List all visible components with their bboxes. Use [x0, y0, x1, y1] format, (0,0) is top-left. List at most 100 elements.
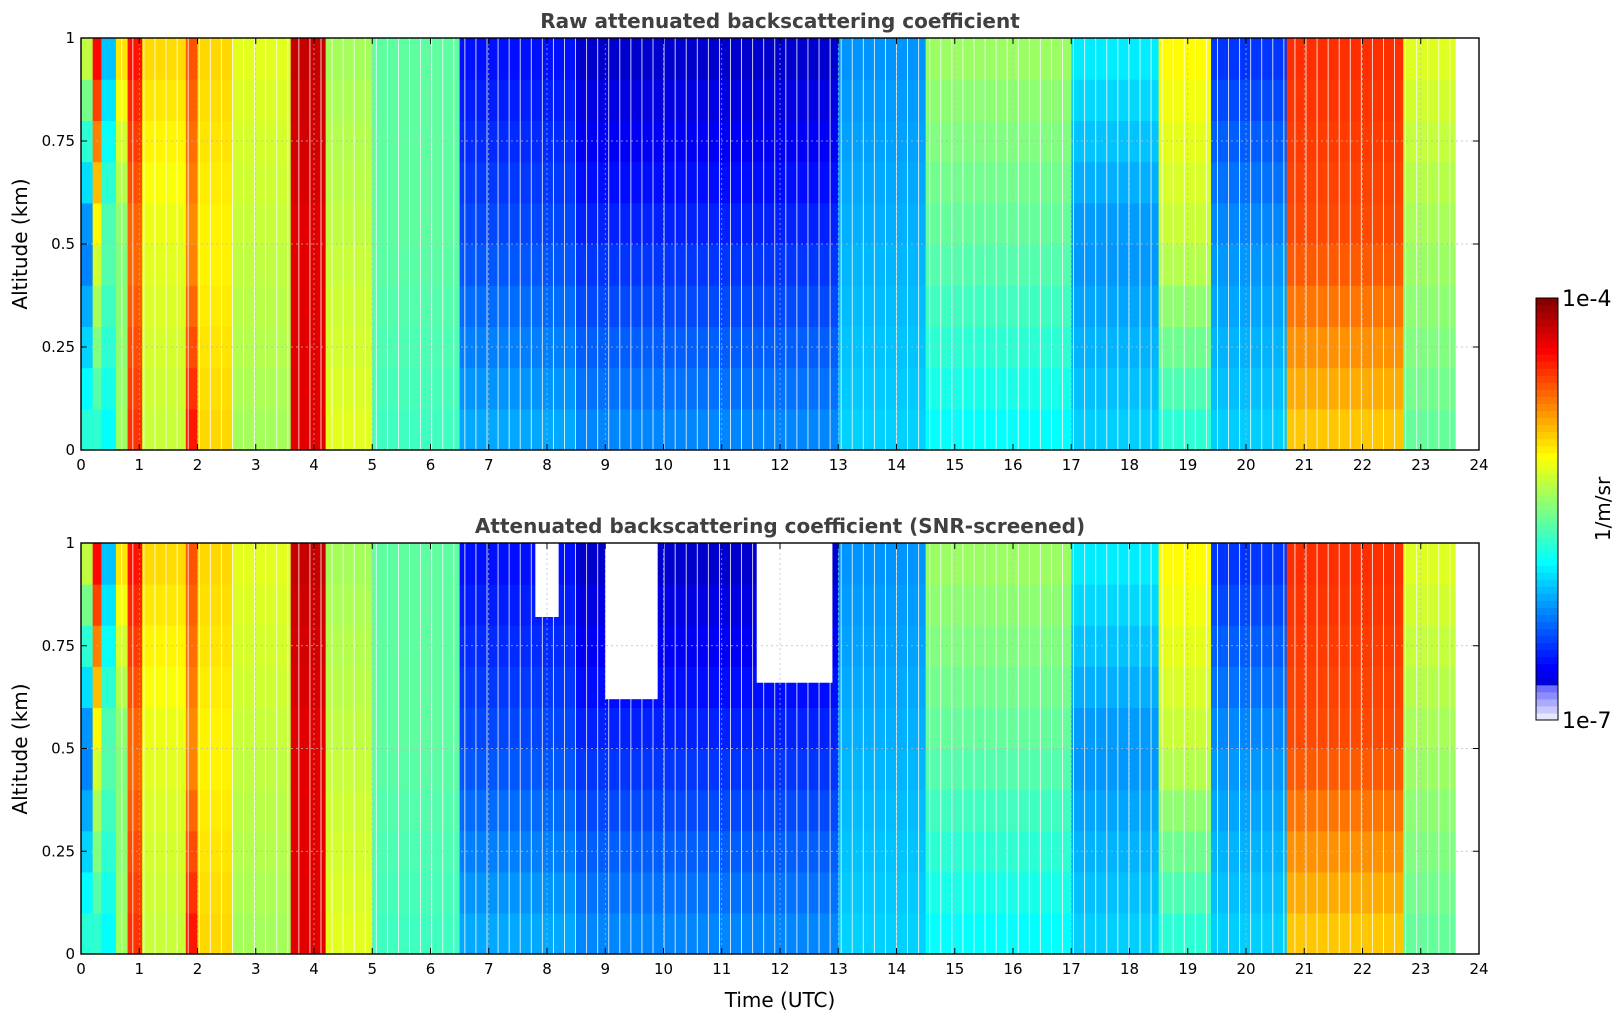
- colorbar-level: [1536, 494, 1558, 503]
- x-tick-label: 2: [193, 960, 203, 978]
- heatmap-cell: [372, 244, 461, 286]
- x-tick-label: 6: [426, 456, 436, 474]
- heatmap-cell: [92, 912, 102, 954]
- heatmap-cell: [127, 202, 143, 245]
- heatmap-cell: [325, 584, 373, 626]
- heatmap-cell: [92, 666, 102, 708]
- heatmap-cell: [1158, 707, 1212, 750]
- colorbar-level: [1536, 621, 1558, 630]
- panel-title: Raw attenuated backscattering coefficien…: [540, 9, 1020, 33]
- heatmap-cell: [325, 244, 373, 286]
- x-tick-label: 8: [542, 960, 552, 978]
- heatmap-cell: [1211, 285, 1288, 327]
- heatmap-cell: [290, 285, 327, 327]
- heatmap-cell: [142, 543, 187, 585]
- heatmap-cell: [101, 285, 117, 327]
- x-tick-label: 23: [1411, 960, 1430, 978]
- heatmap-cell: [1211, 707, 1288, 750]
- x-tick-label: 9: [600, 456, 610, 474]
- colorbar: 1e-4 1e-7 1/m/sr: [1535, 287, 1615, 734]
- heatmap-cell: [101, 161, 117, 204]
- heatmap-cell: [232, 789, 292, 832]
- heatmap-cell: [101, 408, 117, 450]
- heatmap-cell: [576, 161, 839, 204]
- heatmap-cell: [372, 161, 461, 204]
- colorbar-level: [1536, 340, 1558, 348]
- heatmap-cell: [101, 543, 117, 585]
- heatmap-cell: [372, 748, 461, 791]
- colorbar-level: [1536, 445, 1558, 454]
- colorbar-level: [1536, 480, 1558, 489]
- heatmap-cell: [290, 666, 327, 708]
- heatmap-cell: [325, 707, 373, 750]
- heatmap-cell: [142, 326, 187, 369]
- heatmap-cell: [1158, 789, 1212, 832]
- colorbar-level: [1536, 354, 1558, 362]
- heatmap-cell: [127, 871, 143, 914]
- colorbar-level: [1536, 600, 1558, 608]
- colorbar-level: [1536, 530, 1558, 538]
- heatmap-cell: [325, 408, 373, 450]
- heatmap-cell: [1158, 748, 1212, 791]
- heatmap-cell: [372, 367, 461, 410]
- heatmap-cell: [459, 367, 577, 410]
- heatmap-cell: [1403, 912, 1457, 954]
- x-tick-label: 11: [712, 456, 731, 474]
- heatmap-cell: [1158, 912, 1212, 954]
- panel-screened: Attenuated backscattering coefficient (S…: [8, 514, 1489, 1012]
- heatmap-cell: [325, 285, 373, 327]
- heatmap-cell: [325, 543, 373, 585]
- heatmap-cell: [1286, 789, 1404, 832]
- heatmap-cell: [459, 789, 577, 832]
- colorbar-level: [1536, 565, 1558, 573]
- heatmap-cell: [1211, 666, 1288, 708]
- heatmap-cell: [197, 244, 234, 286]
- heatmap-cell: [838, 408, 927, 450]
- colorbar-level: [1536, 614, 1558, 623]
- heatmap-cell: [1211, 326, 1288, 369]
- heatmap-cell: [1403, 408, 1457, 450]
- heatmap-cell: [325, 871, 373, 914]
- heatmap-cell: [325, 912, 373, 954]
- heatmap-cell: [127, 326, 143, 369]
- heatmap-cell: [142, 625, 187, 667]
- heatmap-cell: [838, 871, 927, 914]
- y-tick-label: 0.75: [42, 637, 75, 655]
- heatmap-cell: [92, 789, 102, 832]
- heatmap-cell: [92, 584, 102, 626]
- heatmap-cell: [838, 748, 927, 791]
- x-tick-label: 8: [542, 456, 552, 474]
- colorbar-level: [1536, 656, 1558, 665]
- heatmap-cell: [92, 748, 102, 791]
- heatmap-cell: [101, 38, 117, 80]
- colorbar-level: [1536, 389, 1558, 397]
- colorbar-level: [1536, 305, 1558, 313]
- x-tick-label: 24: [1469, 456, 1488, 474]
- heatmap-cell: [1071, 912, 1160, 954]
- heatmap-cell: [127, 912, 143, 954]
- heatmap-cell: [576, 79, 839, 121]
- heatmap-cell: [232, 408, 292, 450]
- heatmap-cell: [185, 202, 199, 245]
- heatmap-cell: [1211, 830, 1288, 873]
- heatmap-cell: [185, 789, 199, 832]
- x-tick-label: 9: [600, 960, 610, 978]
- heatmap-cell: [197, 707, 234, 750]
- heatmap-cell: [142, 202, 187, 245]
- heatmap-cell: [101, 367, 117, 410]
- y-tick-label: 0.5: [51, 235, 75, 253]
- heatmap-cell: [92, 707, 102, 750]
- heatmap-cell: [1071, 543, 1160, 585]
- heatmap-cell: [459, 584, 577, 626]
- x-tick-label: 1: [134, 456, 144, 474]
- heatmap-cell: [576, 244, 839, 286]
- colorbar-level: [1536, 607, 1558, 615]
- heatmap-cell: [576, 38, 839, 80]
- x-tick-label: 13: [829, 960, 848, 978]
- heatmap-cell: [372, 584, 461, 626]
- heatmap-cell: [1158, 367, 1212, 410]
- heatmap-cell: [290, 161, 327, 204]
- colorbar-level: [1536, 635, 1558, 644]
- y-axis-ticks: 0 0.25 0.5 0.75 1: [42, 29, 1479, 459]
- heatmap-cell: [459, 161, 577, 204]
